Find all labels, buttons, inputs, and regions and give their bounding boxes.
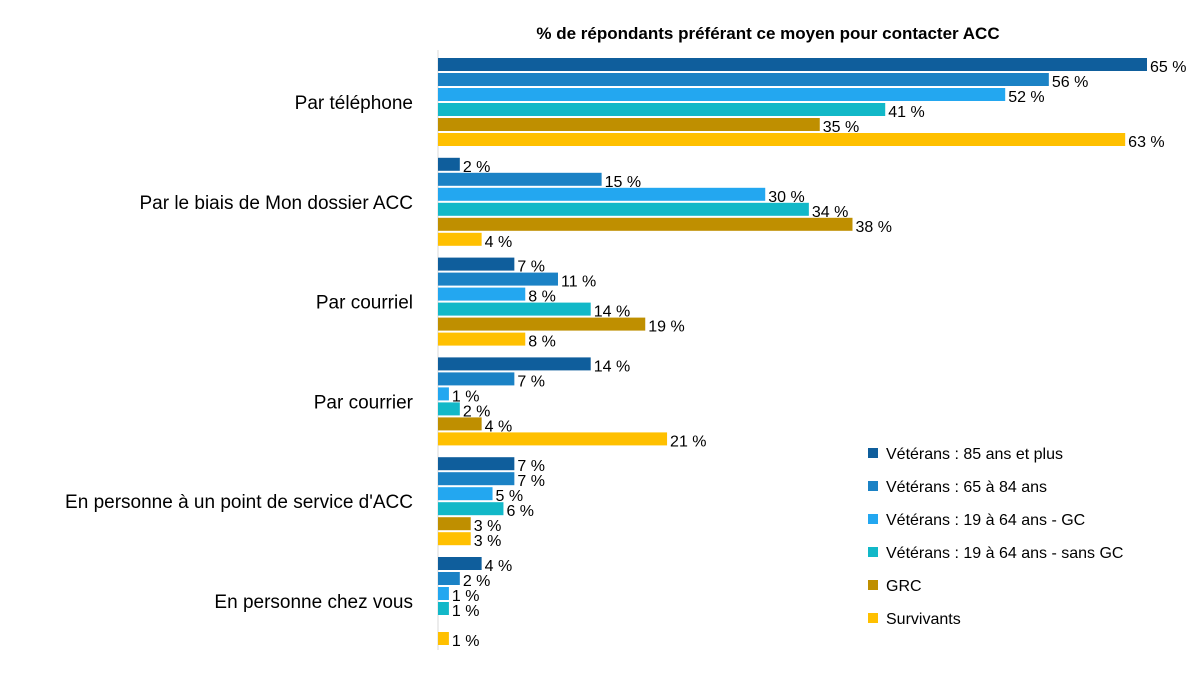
data-label: 14 % xyxy=(594,304,630,321)
bar xyxy=(438,58,1147,71)
data-label: 7 % xyxy=(517,373,545,390)
bar xyxy=(438,557,482,570)
data-label: 15 % xyxy=(605,174,641,191)
data-label: 63 % xyxy=(1128,134,1164,151)
bar xyxy=(438,287,526,301)
legend-label: Vétérans : 65 à 84 ans xyxy=(886,479,1047,496)
data-label: 3 % xyxy=(474,533,502,550)
bar xyxy=(438,232,482,246)
bar xyxy=(438,487,493,501)
bar xyxy=(438,73,1049,86)
data-label: 21 % xyxy=(670,433,706,450)
data-label: 65 % xyxy=(1150,59,1186,76)
bar xyxy=(438,302,591,316)
data-label: 5 % xyxy=(496,488,524,505)
data-label: 30 % xyxy=(768,189,804,206)
category-label: Par courrier xyxy=(314,392,414,413)
data-label: 6 % xyxy=(506,503,534,520)
bar xyxy=(438,357,591,371)
category-label: Par téléphone xyxy=(295,93,413,114)
data-label: 41 % xyxy=(888,104,924,121)
bar xyxy=(438,432,668,446)
data-label: 7 % xyxy=(517,458,545,475)
data-label: 4 % xyxy=(485,558,513,575)
data-label: 4 % xyxy=(485,234,513,251)
legend-swatch xyxy=(868,580,878,590)
bar xyxy=(438,172,602,186)
bar xyxy=(438,372,515,386)
bar xyxy=(438,472,515,486)
bar xyxy=(438,517,471,531)
legend-label: Vétérans : 19 à 64 ans - GC xyxy=(886,512,1085,529)
bar xyxy=(438,572,460,585)
bar xyxy=(438,187,766,201)
bar xyxy=(438,317,646,331)
data-label: 34 % xyxy=(812,204,848,221)
data-label: 52 % xyxy=(1008,89,1044,106)
bar xyxy=(438,402,460,416)
data-label: 3 % xyxy=(474,518,502,535)
legend-swatch xyxy=(868,613,878,623)
bar xyxy=(438,632,449,645)
category-label: Par courriel xyxy=(316,293,413,314)
category-label: En personne à un point de service d'ACC xyxy=(65,492,413,513)
bar xyxy=(438,602,449,615)
data-label: 11 % xyxy=(561,274,596,291)
bar xyxy=(438,387,449,401)
bar xyxy=(438,118,820,131)
chart-title: % de répondants préférant ce moyen pour … xyxy=(536,24,999,43)
data-label: 1 % xyxy=(452,633,480,650)
bar xyxy=(438,217,853,231)
data-label: 14 % xyxy=(594,358,630,375)
bar xyxy=(438,133,1126,146)
legend-swatch xyxy=(868,547,878,557)
data-label: 2 % xyxy=(463,573,491,590)
bar xyxy=(438,532,471,546)
legend-swatch xyxy=(868,448,878,458)
data-label: 56 % xyxy=(1052,74,1088,91)
legend-swatch xyxy=(868,514,878,524)
bar xyxy=(438,88,1006,101)
data-label: 35 % xyxy=(823,119,859,136)
bar xyxy=(438,157,460,171)
legend-label: GRC xyxy=(886,578,922,595)
legend-label: Vétérans : 85 ans et plus xyxy=(886,446,1063,463)
data-label: 7 % xyxy=(517,259,545,276)
bar xyxy=(438,587,449,600)
data-label: 2 % xyxy=(463,403,491,420)
data-label: 38 % xyxy=(855,219,891,236)
data-label: 8 % xyxy=(528,289,556,306)
data-label: 7 % xyxy=(517,473,545,490)
category-label: Par le biais de Mon dossier ACC xyxy=(139,193,413,214)
legend-label: Vétérans : 19 à 64 ans - sans GC xyxy=(886,545,1123,562)
data-label: 19 % xyxy=(648,319,684,336)
bar xyxy=(438,257,515,271)
bar xyxy=(438,103,886,116)
bar xyxy=(438,502,504,516)
category-label: En personne chez vous xyxy=(214,592,413,613)
data-label: 1 % xyxy=(452,388,480,405)
data-label: 4 % xyxy=(485,418,513,435)
bar xyxy=(438,332,526,346)
legend-swatch xyxy=(868,481,878,491)
data-label: 1 % xyxy=(452,603,480,620)
bar xyxy=(438,417,482,431)
bar xyxy=(438,202,809,216)
bar xyxy=(438,272,558,286)
bar xyxy=(438,457,515,471)
data-label: 2 % xyxy=(463,159,491,176)
data-label: 1 % xyxy=(452,588,480,605)
data-label: 8 % xyxy=(528,334,556,351)
legend-label: Survivants xyxy=(886,611,961,628)
